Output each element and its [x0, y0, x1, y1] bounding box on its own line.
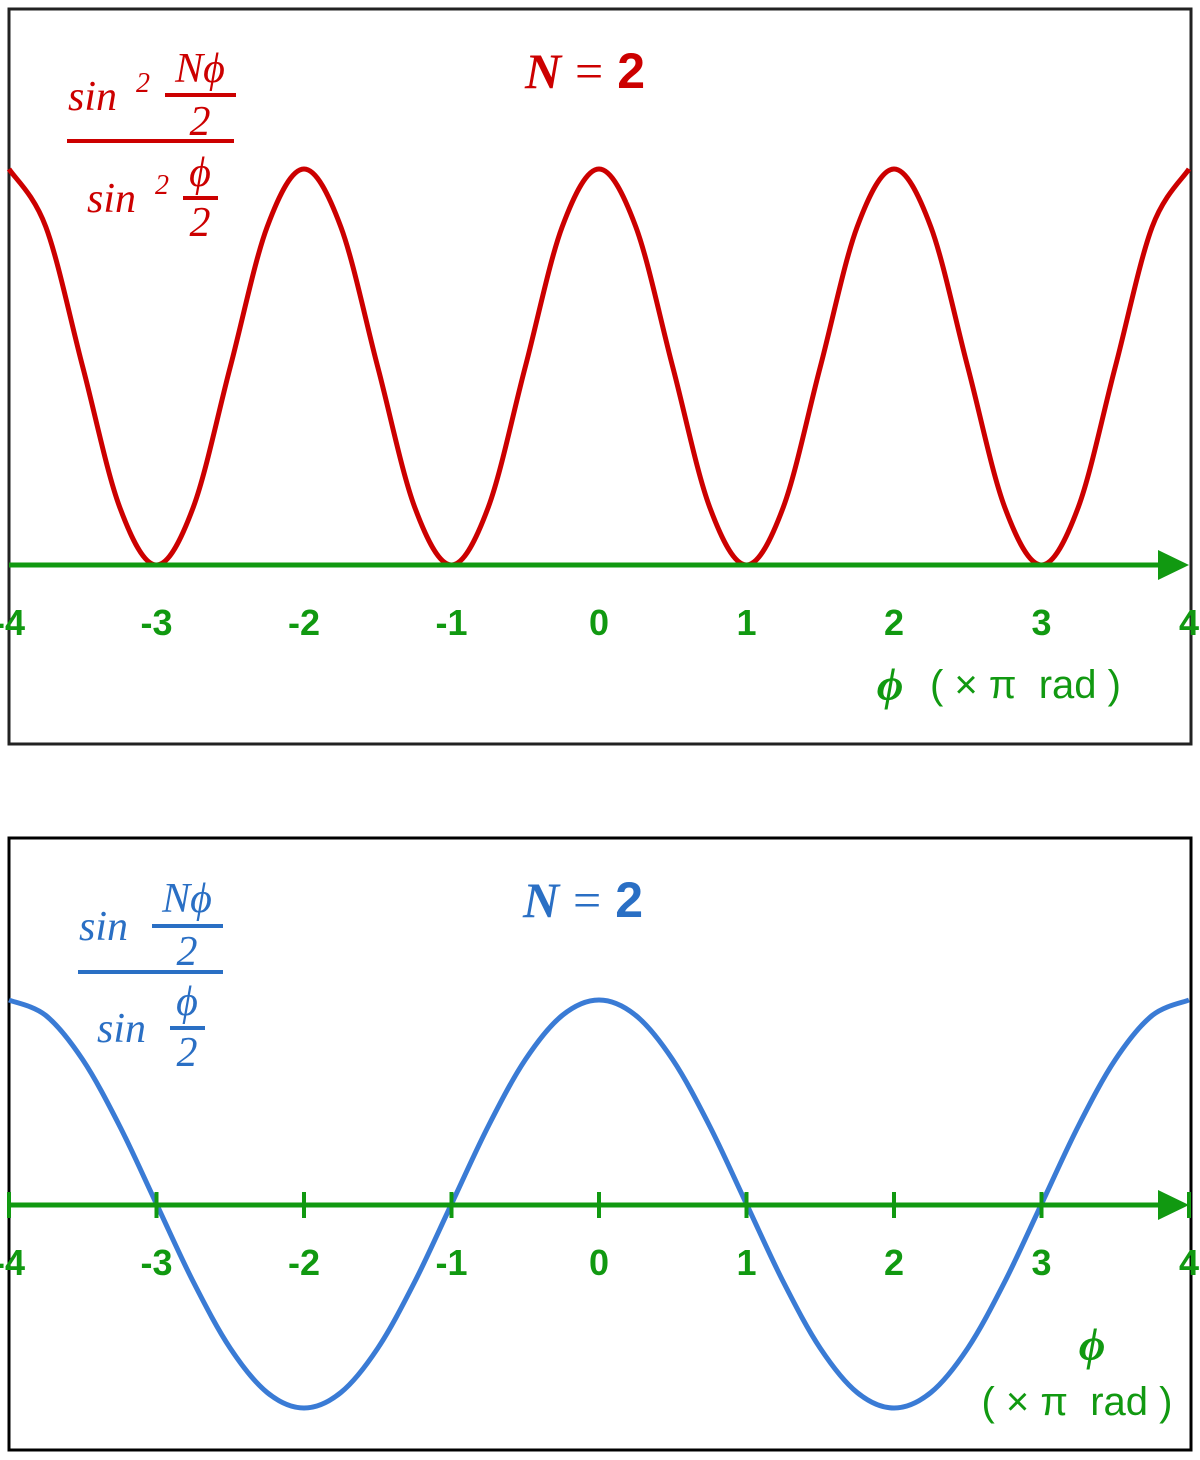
x-axis-symbol: ϕ — [1079, 1319, 1106, 1370]
x-tick-label: -4 — [0, 602, 25, 643]
x-tick-label: -1 — [435, 1242, 467, 1283]
fraction-line — [165, 93, 236, 97]
y-formula: sin 2 Nϕ 2 sin 2 ϕ 2 — [67, 46, 236, 246]
panel-frame — [7, 7, 1193, 746]
chart-title: N = 2 — [524, 43, 645, 99]
formula-text: 2 — [177, 929, 198, 975]
formula-text: sin — [97, 1006, 146, 1052]
x-tick-label: 0 — [589, 1242, 609, 1283]
x-axis-arrow — [1158, 1190, 1189, 1220]
formula-text: sin — [68, 74, 117, 120]
x-tick-label: 1 — [736, 1242, 756, 1283]
x-tick-label: -2 — [288, 1242, 320, 1283]
formula-text: Nϕ — [161, 876, 212, 922]
series-line — [8, 997, 1190, 1411]
formula-text: Nϕ — [174, 46, 225, 92]
chart-bottom: -4 -3 -2 -1 0 1 2 3 4 N=2 sin Nϕ 2 sin ϕ 2 ϕ ( ×… — [0, 836, 1199, 1452]
x-tick-label: 4 — [1179, 1242, 1199, 1283]
chart-top: -4 -3 -2 -1 0 1 2 3 4 N=2 sin 2 Nϕ 2 sin 2 ϕ 2 ϕ… — [0, 7, 1199, 746]
fraction-line — [170, 1026, 205, 1030]
y-formula: sin Nϕ 2 sin ϕ 2 — [78, 876, 223, 1076]
x-axis-unit: ( × π rad ) — [982, 1380, 1173, 1424]
panel-frame — [7, 836, 1193, 1452]
x-tick-label: 1 — [736, 602, 756, 643]
formula-text: ϕ — [189, 150, 211, 196]
x-tick-label: 3 — [1031, 1242, 1051, 1283]
fraction-line — [183, 196, 218, 200]
formula-text: 2 — [190, 200, 211, 246]
formula-text: 2 — [136, 68, 150, 99]
formula-text: ϕ — [176, 979, 198, 1025]
x-tick-label: -2 — [288, 602, 320, 643]
x-tick-label: 4 — [1179, 602, 1199, 643]
x-tick-label: -1 — [435, 602, 467, 643]
fraction-line — [78, 970, 223, 974]
chart-title: N = 2 — [522, 872, 643, 928]
formula-text: 2 — [155, 170, 169, 201]
series-line — [6, 166, 1192, 568]
x-tick-label: 2 — [884, 1242, 904, 1283]
x-tick-label: -3 — [140, 602, 172, 643]
formula-text: 2 — [177, 1030, 198, 1076]
x-tick-label: -4 — [0, 1242, 25, 1283]
formula-text: sin — [87, 176, 136, 222]
x-axis-arrow — [1158, 550, 1189, 580]
x-tick-label: 2 — [884, 602, 904, 643]
x-tick-label: 3 — [1031, 602, 1051, 643]
fraction-line — [152, 924, 223, 928]
formula-text: sin — [79, 904, 128, 950]
formula-text: 2 — [190, 99, 211, 145]
fraction-line — [67, 139, 234, 143]
x-tick-label: 0 — [589, 602, 609, 643]
x-axis-unit: ( × π rad ) — [930, 663, 1121, 707]
x-tick-label: -3 — [140, 1242, 172, 1283]
x-axis-symbol: ϕ — [877, 659, 904, 710]
